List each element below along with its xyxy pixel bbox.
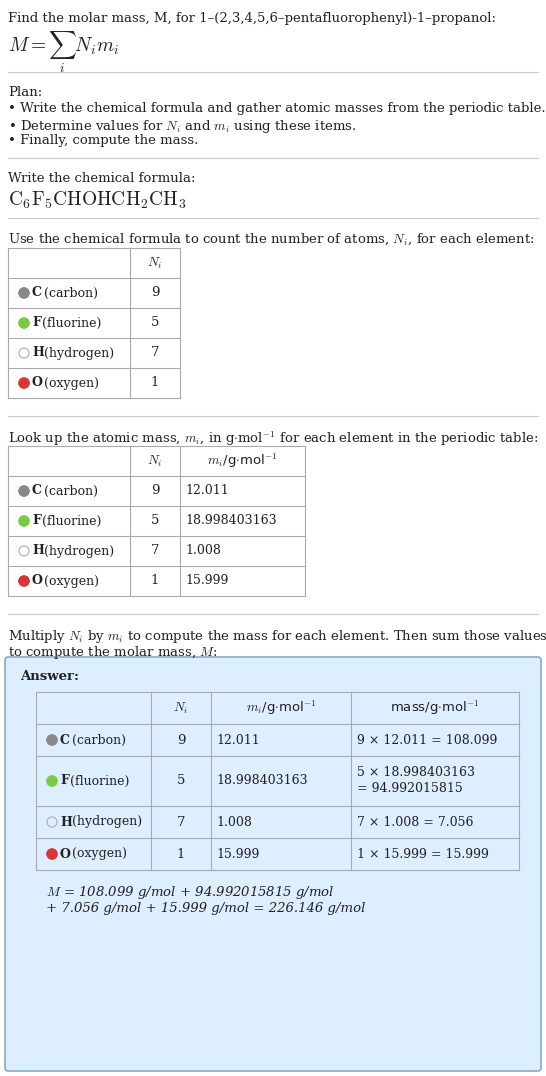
Text: O: O [60, 848, 71, 861]
Text: (hydrogen): (hydrogen) [40, 346, 114, 359]
Text: 5 × 18.998403163: 5 × 18.998403163 [357, 766, 475, 779]
Text: 15.999: 15.999 [216, 848, 259, 861]
Text: Find the molar mass, M, for 1–(2,3,4,5,6–pentafluorophenyl)-1–propanol:: Find the molar mass, M, for 1–(2,3,4,5,6… [8, 12, 496, 25]
Text: O: O [32, 377, 43, 390]
Text: 5: 5 [177, 775, 185, 788]
Text: Use the chemical formula to count the number of atoms, $N_i$, for each element:: Use the chemical formula to count the nu… [8, 232, 535, 247]
Text: C: C [32, 286, 42, 299]
Text: 5: 5 [151, 514, 159, 527]
Text: (fluorine): (fluorine) [39, 514, 102, 527]
Text: 1.008: 1.008 [185, 544, 221, 557]
Text: 15.999: 15.999 [185, 575, 228, 587]
Text: F: F [60, 775, 69, 788]
Circle shape [47, 849, 57, 859]
Text: = 94.992015815: = 94.992015815 [357, 782, 463, 795]
Text: 7: 7 [151, 346, 159, 359]
Text: mass/g$\cdot$mol$^{-1}$: mass/g$\cdot$mol$^{-1}$ [390, 698, 480, 718]
Text: Multiply $N_i$ by $m_i$ to compute the mass for each element. Then sum those val: Multiply $N_i$ by $m_i$ to compute the m… [8, 628, 546, 645]
Circle shape [19, 288, 29, 298]
Text: Answer:: Answer: [20, 670, 79, 683]
Text: (fluorine): (fluorine) [67, 775, 130, 788]
Text: Plan:: Plan: [8, 86, 42, 99]
Text: $m_i$/g$\cdot$mol$^{-1}$: $m_i$/g$\cdot$mol$^{-1}$ [207, 452, 278, 470]
Text: 1: 1 [151, 575, 159, 587]
Text: 7: 7 [151, 544, 159, 557]
Circle shape [19, 486, 29, 496]
Text: 1: 1 [151, 377, 159, 390]
Text: 5: 5 [151, 316, 159, 329]
Text: Look up the atomic mass, $m_i$, in g$\cdot$mol$^{-1}$ for each element in the pe: Look up the atomic mass, $m_i$, in g$\cd… [8, 430, 538, 449]
Text: (oxygen): (oxygen) [39, 575, 98, 587]
Text: F: F [32, 514, 41, 527]
Text: (carbon): (carbon) [39, 286, 98, 299]
Text: + 7.056 g/mol + 15.999 g/mol = 226.146 g/mol: + 7.056 g/mol + 15.999 g/mol = 226.146 g… [46, 902, 365, 915]
Text: $N_i$: $N_i$ [147, 453, 163, 469]
Text: 12.011: 12.011 [216, 734, 260, 747]
Text: to compute the molar mass, $M$:: to compute the molar mass, $M$: [8, 645, 217, 661]
Text: • Write the chemical formula and gather atomic masses from the periodic table.: • Write the chemical formula and gather … [8, 102, 545, 115]
Circle shape [47, 735, 57, 745]
Text: 1 × 15.999 = 15.999: 1 × 15.999 = 15.999 [357, 848, 489, 861]
Text: (carbon): (carbon) [39, 484, 98, 497]
Text: $N_i$: $N_i$ [147, 255, 163, 271]
Text: (oxygen): (oxygen) [39, 377, 98, 390]
Text: 9: 9 [151, 484, 159, 497]
Circle shape [19, 378, 29, 388]
Text: Write the chemical formula:: Write the chemical formula: [8, 172, 195, 185]
Text: (hydrogen): (hydrogen) [68, 816, 142, 829]
Text: 7 × 1.008 = 7.056: 7 × 1.008 = 7.056 [357, 816, 473, 829]
Text: 9 × 12.011 = 108.099: 9 × 12.011 = 108.099 [357, 734, 497, 747]
Circle shape [19, 576, 29, 586]
Text: $m_i$/g$\cdot$mol$^{-1}$: $m_i$/g$\cdot$mol$^{-1}$ [246, 698, 316, 718]
Text: H: H [32, 544, 44, 557]
Text: 9: 9 [151, 286, 159, 299]
Text: F: F [32, 316, 41, 329]
Text: C: C [60, 734, 70, 747]
Text: 1: 1 [177, 848, 185, 861]
Circle shape [19, 516, 29, 526]
Text: C: C [32, 484, 42, 497]
Text: $M = \sum_i N_i m_i$: $M = \sum_i N_i m_i$ [8, 30, 120, 75]
Text: 9: 9 [177, 734, 185, 747]
Text: 18.998403163: 18.998403163 [185, 514, 277, 527]
Text: (carbon): (carbon) [68, 734, 126, 747]
Text: 12.011: 12.011 [185, 484, 229, 497]
Circle shape [47, 776, 57, 785]
Text: $N_i$: $N_i$ [173, 700, 189, 716]
Text: (oxygen): (oxygen) [68, 848, 127, 861]
Circle shape [19, 318, 29, 328]
Text: $M$ = 108.099 g/mol + 94.992015815 g/mol: $M$ = 108.099 g/mol + 94.992015815 g/mol [46, 884, 335, 901]
Text: $\mathrm{C_6F_5CHOHCH_2CH_3}$: $\mathrm{C_6F_5CHOHCH_2CH_3}$ [8, 190, 186, 211]
Text: • Finally, compute the mass.: • Finally, compute the mass. [8, 134, 198, 147]
Text: 7: 7 [177, 816, 185, 829]
Text: (fluorine): (fluorine) [39, 316, 102, 329]
Text: H: H [32, 346, 44, 359]
Text: O: O [32, 575, 43, 587]
Text: H: H [60, 816, 72, 829]
Text: 18.998403163: 18.998403163 [216, 775, 307, 788]
Text: 1.008: 1.008 [216, 816, 252, 829]
Text: • Determine values for $N_i$ and $m_i$ using these items.: • Determine values for $N_i$ and $m_i$ u… [8, 118, 357, 134]
Text: (hydrogen): (hydrogen) [40, 544, 114, 557]
FancyBboxPatch shape [5, 657, 541, 1071]
